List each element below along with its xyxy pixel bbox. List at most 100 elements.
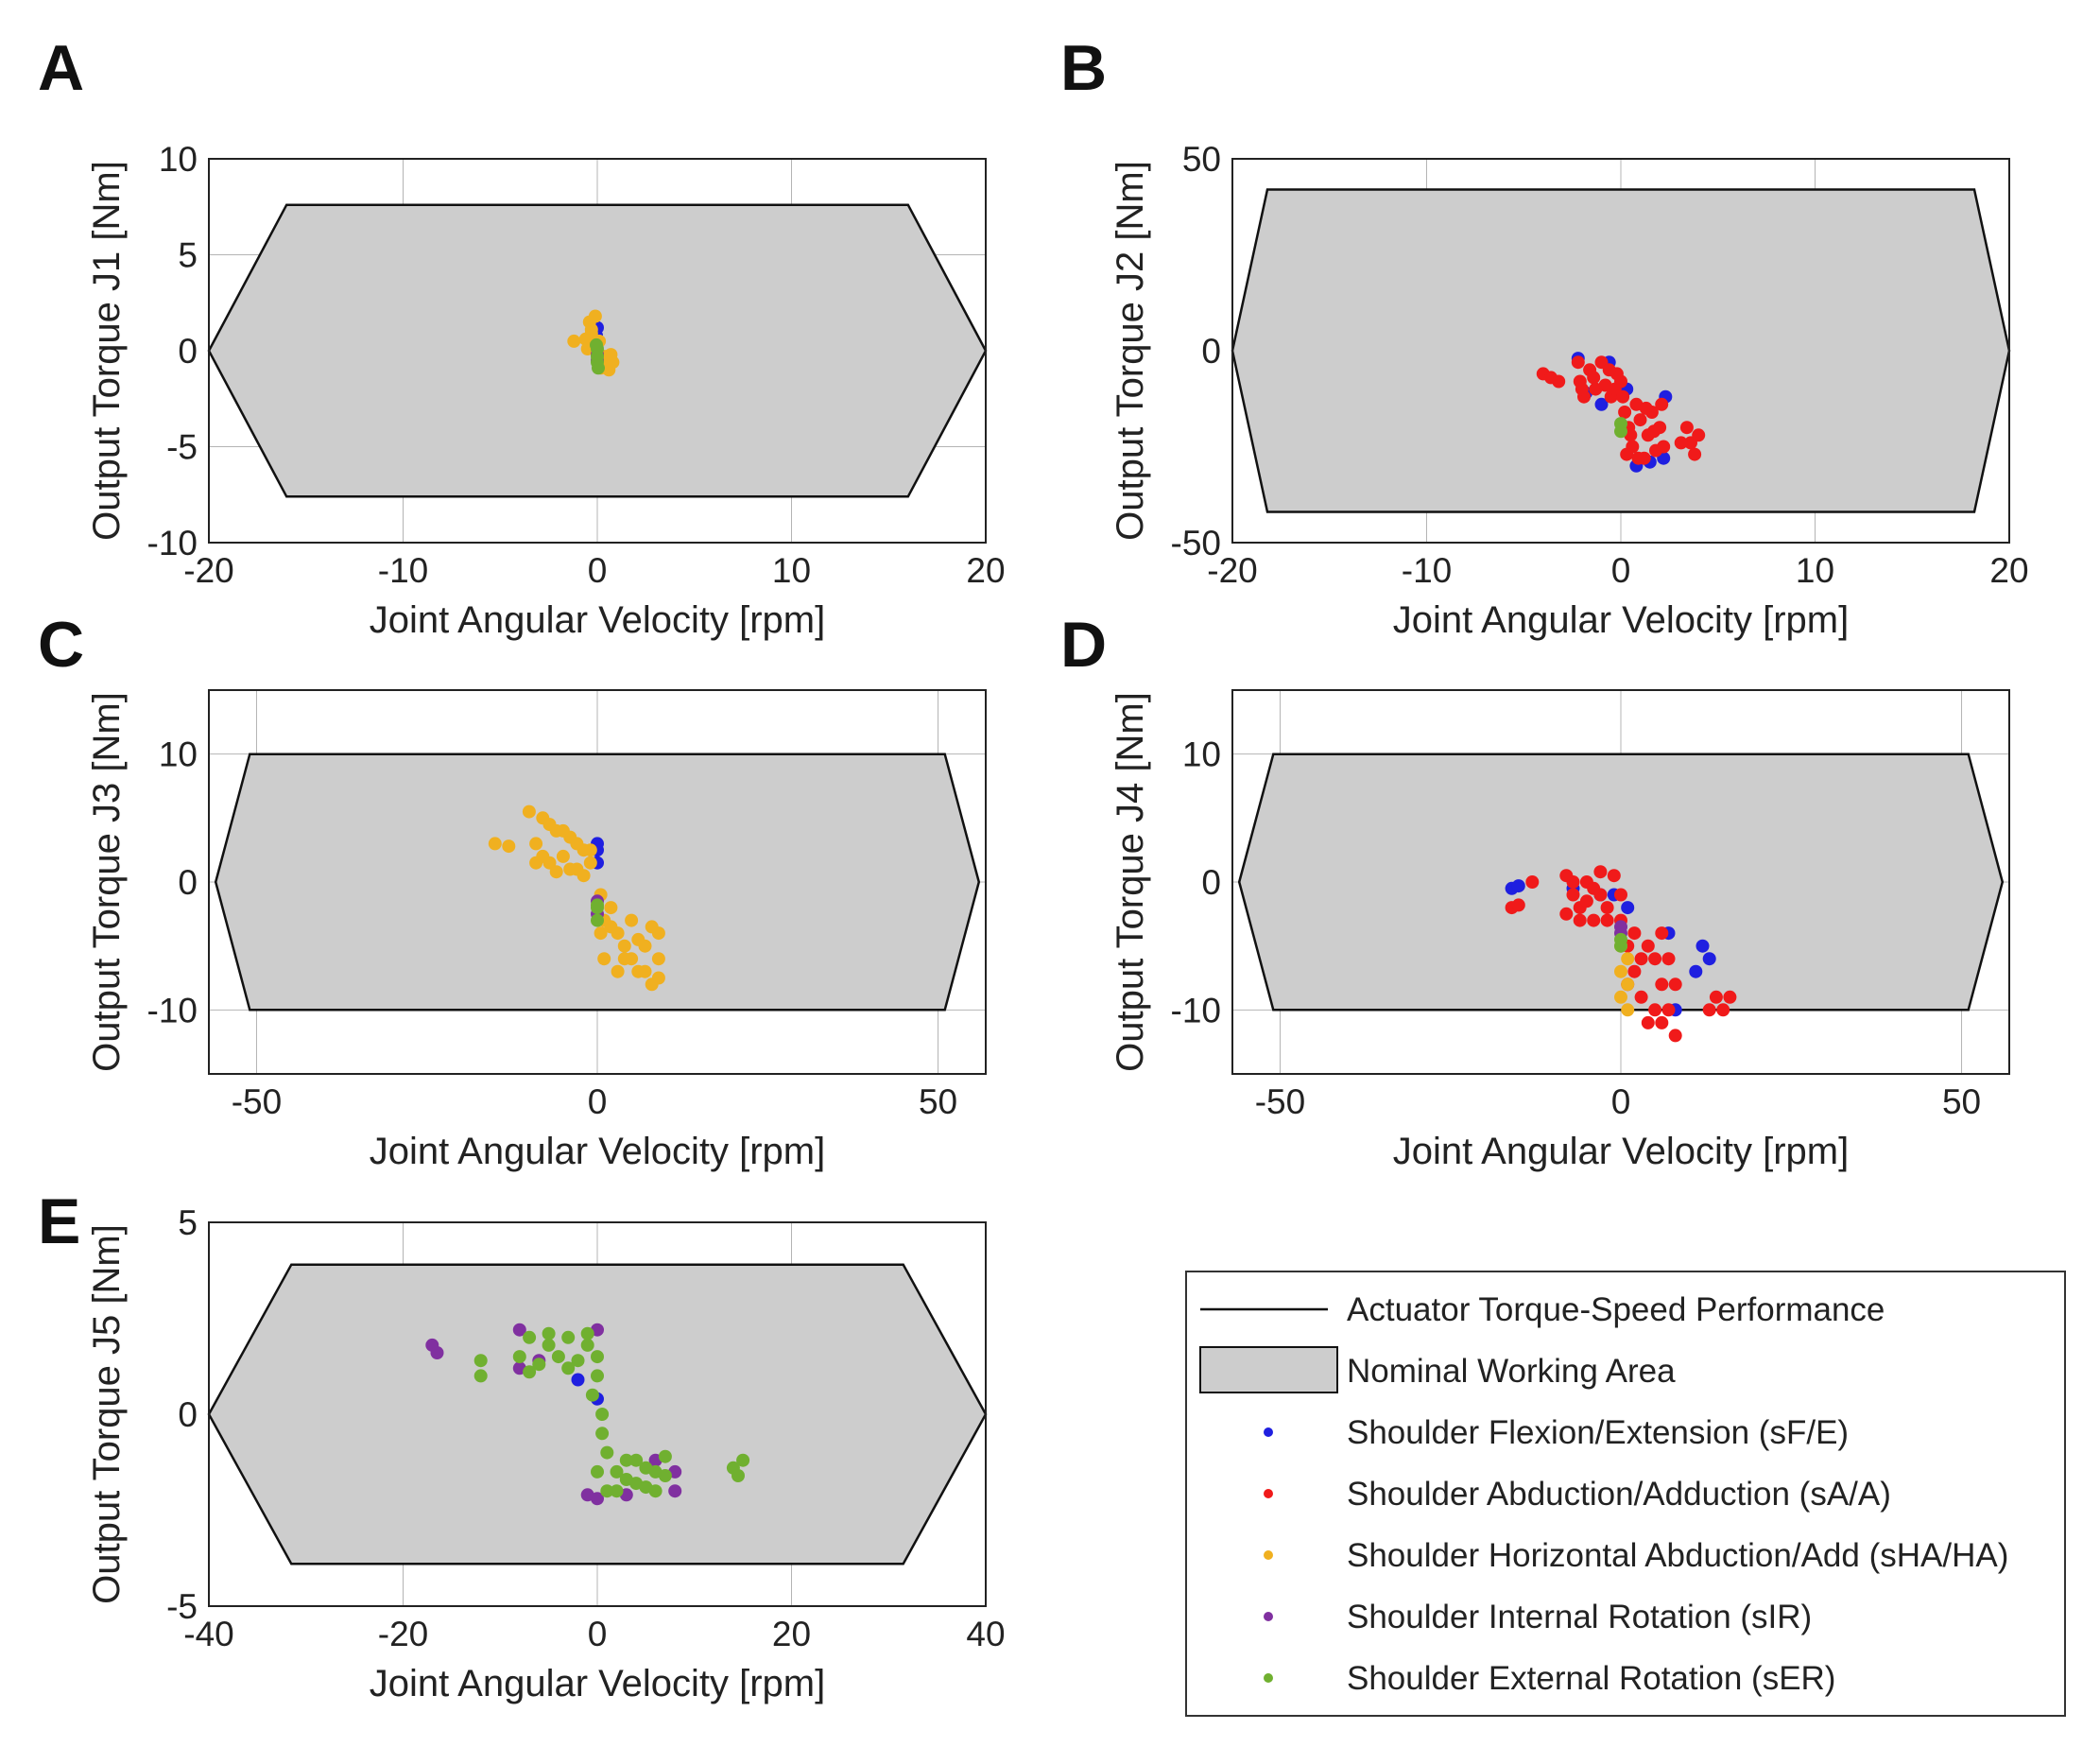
data-point [1633, 413, 1647, 427]
tick-labels: -50 0 50 -10 0 10 [1171, 735, 1982, 1121]
nominal-working-area [214, 752, 981, 1012]
data-point [523, 1365, 537, 1379]
legend-label-ser: Shoulder External Rotation (sER) [1347, 1660, 1835, 1697]
data-point [542, 818, 557, 832]
data-point [604, 920, 618, 934]
data-point [1627, 926, 1642, 941]
legend-marker-sfe [1264, 1427, 1273, 1437]
x-tick-label: 50 [919, 1082, 957, 1121]
data-point [532, 1358, 546, 1372]
data-point [619, 1453, 633, 1467]
data-point [591, 1492, 604, 1506]
y-tick-label: -10 [147, 991, 198, 1029]
legend-marker-ser [1264, 1673, 1273, 1683]
data-point [556, 849, 570, 863]
data-point [580, 1326, 594, 1341]
plot-border [208, 689, 987, 1075]
data-point [536, 849, 550, 863]
data-point [542, 1326, 556, 1341]
y-axis-label: Output Torque J5 [Nm] [86, 1224, 128, 1604]
data-points [425, 1323, 750, 1506]
data-point [1559, 907, 1574, 921]
data-point [1621, 1003, 1635, 1017]
data-point [1614, 990, 1627, 1004]
data-point [1695, 939, 1710, 953]
data-point [1655, 1015, 1669, 1029]
data-point [631, 932, 645, 946]
y-tick-label: 0 [178, 863, 198, 902]
y-tick-label: 10 [159, 140, 198, 179]
data-point [1688, 447, 1702, 461]
data-point [563, 862, 577, 876]
legend-area-label: Nominal Working Area [1347, 1353, 1676, 1390]
data-point [1616, 389, 1630, 404]
data-point [1614, 424, 1627, 439]
data-point [1579, 894, 1593, 908]
data-point [502, 839, 516, 854]
data-point [651, 971, 665, 985]
legend-label-sha: Shoulder Horizontal Abduction/Add (sHA/H… [1347, 1537, 2008, 1574]
data-point [1602, 363, 1616, 377]
data-point [1587, 371, 1601, 385]
data-points [1536, 352, 1706, 473]
data-point [1679, 421, 1694, 435]
series-sER [591, 898, 604, 927]
data-point [1634, 990, 1648, 1004]
data-point [523, 1330, 537, 1344]
data-point [1639, 401, 1653, 415]
y-tick-label: -50 [1171, 524, 1221, 562]
data-point [430, 1346, 444, 1359]
data-point [1575, 382, 1589, 396]
legend-area-swatch [1199, 1346, 1338, 1393]
data-point [1594, 397, 1609, 411]
data-point [1600, 913, 1614, 927]
data-point [1702, 1003, 1716, 1017]
data-point [610, 1484, 624, 1498]
data-point [1692, 428, 1706, 442]
data-point [619, 1473, 633, 1486]
data-point [629, 1453, 644, 1467]
data-point [585, 1388, 599, 1402]
data-point [1552, 374, 1566, 389]
data-point [583, 856, 597, 870]
data-point [488, 837, 502, 851]
x-tick-label: 50 [1942, 1082, 1981, 1121]
data-point [561, 1361, 576, 1375]
legend-label-sir: Shoulder Internal Rotation (sIR) [1347, 1599, 1812, 1635]
data-point [1631, 451, 1645, 465]
data-point [1566, 888, 1580, 902]
data-point [1716, 1003, 1730, 1017]
y-tick-label: 50 [1182, 140, 1221, 179]
x-axis-label: Joint Angular Velocity [rpm] [370, 1131, 825, 1172]
data-point [651, 952, 665, 966]
data-point [1620, 447, 1634, 461]
data-point [588, 309, 602, 323]
data-point [571, 1373, 585, 1387]
x-tick-label: -20 [1207, 551, 1257, 590]
y-axis-label: Output Torque J1 [Nm] [86, 161, 128, 541]
data-point [658, 1449, 672, 1463]
plot-border [208, 158, 987, 544]
x-tick-label: 0 [588, 1615, 608, 1653]
data-point [639, 1480, 653, 1495]
data-point [604, 901, 618, 915]
y-tick-label: 10 [1182, 735, 1221, 774]
data-point [591, 1464, 604, 1479]
nominal-working-area [1237, 752, 2005, 1012]
data-point [591, 1350, 604, 1364]
plot-border [1231, 689, 2010, 1075]
panel-d: -50 0 50 -10 0 10 Joint Angular Velocity [rpm… [1110, 689, 2010, 1172]
data-point [638, 964, 652, 978]
x-tick-label: -20 [378, 1615, 428, 1653]
data-point [542, 1338, 556, 1352]
data-points [488, 804, 665, 992]
data-point [512, 1350, 526, 1364]
data-point [580, 1338, 594, 1352]
data-point [1641, 1015, 1655, 1029]
series-sAA [1505, 865, 1737, 1043]
y-tick-label: -10 [1171, 991, 1221, 1029]
tick-labels: -20 -10 0 10 20 -50 0 50 [1171, 140, 2029, 590]
panel-c: -50 0 50 -10 0 10 Joint Angular Velocity [rpm… [86, 689, 987, 1172]
data-point [1655, 977, 1669, 992]
